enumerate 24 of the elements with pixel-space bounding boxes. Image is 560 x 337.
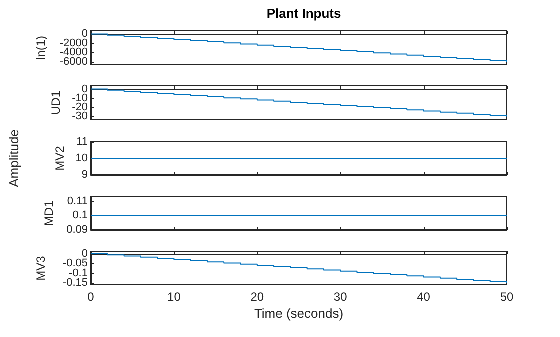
- y-axis-title: ln(1): [34, 36, 48, 60]
- y-tick-label: -0.15: [62, 277, 88, 290]
- x-tick-label: 30: [334, 290, 348, 304]
- text: Amplitude: [6, 130, 22, 188]
- y-tick-label: 0.11: [67, 195, 88, 208]
- y-tick-label: -0.05: [62, 258, 88, 270]
- y-tick-label: 9: [82, 169, 88, 181]
- y-tick-label: 0.09: [66, 224, 88, 236]
- x-axis-title: Time (seconds): [254, 306, 344, 321]
- y-tick-label: -30: [72, 110, 88, 123]
- x-tick-label: 20: [250, 290, 264, 304]
- y-axis-title: UD1: [49, 90, 63, 116]
- y-axis-title: MV2: [53, 146, 67, 171]
- y-tick-label: 11: [76, 136, 88, 148]
- y-tick-label: 0: [82, 248, 88, 260]
- x-tick-label: 10: [168, 290, 182, 304]
- chart-title: Plant Inputs: [266, 6, 342, 21]
- x-tick-label: 40: [417, 290, 431, 304]
- y-tick-label: 0.1: [72, 210, 88, 222]
- y-axis-title: MD1: [42, 200, 56, 226]
- y-tick-label: -0.1: [69, 267, 88, 280]
- x-tick-label: 50: [500, 290, 514, 304]
- y-axis-title: MV3: [34, 256, 48, 281]
- y-tick-label: 10: [76, 152, 88, 164]
